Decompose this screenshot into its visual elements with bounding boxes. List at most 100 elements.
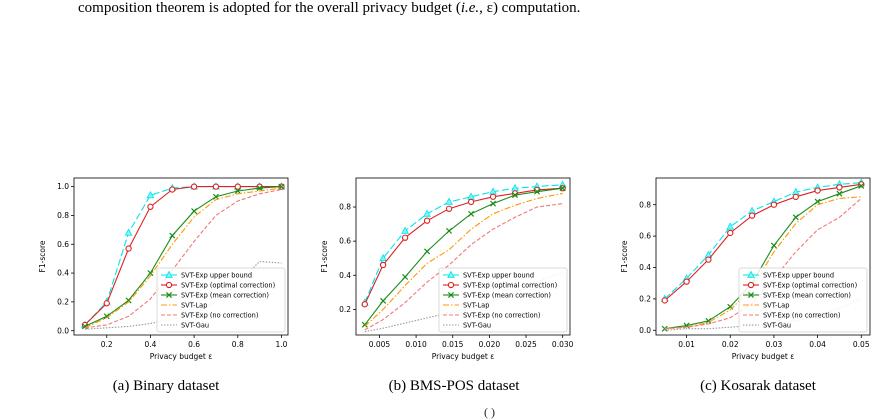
chart-kosarak: 0.01 0.02 0.03 0.04 0.05 0.0 0.2 0.4 0.6 0.8 Priva… bbox=[618, 170, 878, 365]
x-axis-label: Privacy budget ε bbox=[150, 352, 213, 361]
data-point bbox=[379, 253, 387, 262]
legend-label: SVT-Gau bbox=[463, 322, 491, 330]
data-point bbox=[559, 185, 566, 192]
series-line-1 bbox=[84, 186, 282, 326]
x-tick-label: 0.03 bbox=[766, 340, 783, 349]
series-line-1 bbox=[364, 184, 563, 303]
data-point bbox=[190, 183, 198, 190]
y-tick-label: 1.0 bbox=[57, 182, 69, 191]
data-point bbox=[858, 182, 865, 189]
x-tick-label: 0.4 bbox=[144, 340, 156, 349]
series-line-4 bbox=[364, 192, 563, 327]
y-tick-label: 0.8 bbox=[639, 200, 651, 209]
legend-label: SVT-Gau bbox=[181, 322, 209, 330]
x-axis-label: Privacy budget ε bbox=[432, 352, 495, 361]
y-tick-label: 0.2 bbox=[639, 294, 651, 303]
data-point bbox=[125, 297, 132, 304]
data-point bbox=[424, 248, 431, 255]
data-point bbox=[169, 186, 176, 193]
caption-kosarak: (c) Kosarak dataset bbox=[700, 378, 816, 394]
legend-label: SVT-Exp (no correction) bbox=[463, 312, 540, 320]
series-line-5 bbox=[84, 188, 282, 329]
y-tick-label: 0.0 bbox=[639, 326, 651, 335]
y-tick-label: 0.6 bbox=[339, 237, 351, 246]
legend-marker bbox=[165, 270, 173, 278]
chart-svg: 0.2 0.4 0.6 0.8 1.0 0.0 0.2 0.4 0.6 0.8 1.0 Privacy… bbox=[38, 177, 289, 361]
legend-label: SVT-Exp upper bound bbox=[763, 272, 834, 280]
y-tick-label: 0.4 bbox=[639, 263, 651, 272]
series-line-2 bbox=[664, 183, 862, 301]
legend-label: SVT-Exp (mean correction) bbox=[463, 292, 551, 300]
caption-binary: (a) Binary dataset bbox=[112, 378, 220, 394]
data-point bbox=[683, 278, 690, 285]
legend-label: SVT-Exp (optimal correction) bbox=[463, 282, 557, 290]
data-point bbox=[727, 229, 734, 237]
data-point bbox=[770, 242, 777, 249]
data-point bbox=[792, 214, 799, 221]
data-point bbox=[792, 193, 799, 200]
data-point bbox=[423, 217, 431, 224]
y-tick-label: 0.8 bbox=[339, 203, 351, 212]
y-axis-label: F1-score bbox=[620, 240, 629, 272]
data-point bbox=[147, 203, 154, 210]
x-tick-label: 0.2 bbox=[101, 340, 113, 349]
data-point bbox=[814, 187, 821, 194]
x-tick-label: 0.020 bbox=[479, 340, 501, 349]
data-point bbox=[705, 256, 712, 263]
legend-label: SVT-Exp (optimal correction) bbox=[763, 282, 857, 290]
paragraph-text-ie: i.e. bbox=[460, 0, 480, 16]
data-point bbox=[402, 273, 409, 281]
x-tick-label: 0.05 bbox=[853, 340, 870, 349]
data-point bbox=[490, 200, 497, 207]
data-point bbox=[146, 190, 155, 199]
series-line-4 bbox=[84, 187, 282, 329]
data-point bbox=[445, 205, 453, 212]
x-tick-label: 0.010 bbox=[405, 340, 427, 349]
data-point bbox=[125, 245, 132, 252]
paragraph-text-post: , ε) computation. bbox=[479, 0, 581, 16]
chart-bms-pos: 0.005 0.010 0.015 0.020 0.025 0.030 0.2 0.4 0.6 0… bbox=[318, 170, 578, 365]
y-tick-label: 0.2 bbox=[339, 305, 351, 314]
series-line-2 bbox=[364, 187, 563, 305]
caption-fragment: ( ) bbox=[484, 405, 495, 419]
data-point bbox=[278, 183, 285, 190]
x-tick-label: 0.01 bbox=[678, 340, 695, 349]
y-tick-label: 0.2 bbox=[57, 297, 69, 306]
legend-marker bbox=[747, 291, 755, 299]
y-tick-label: 0.0 bbox=[57, 326, 69, 335]
data-point bbox=[212, 183, 220, 190]
legend-label: SVT-Exp (no correction) bbox=[181, 312, 258, 320]
data-point bbox=[169, 232, 176, 239]
data-point bbox=[661, 297, 668, 304]
legend-box bbox=[156, 267, 286, 333]
data-point bbox=[726, 222, 735, 230]
x-tick-label: 0.015 bbox=[442, 340, 464, 349]
y-tick-label: 0.8 bbox=[57, 211, 69, 220]
x-tick-label: 1.0 bbox=[275, 340, 287, 349]
data-point bbox=[361, 301, 368, 308]
legend-label: SVT-Lap bbox=[181, 302, 207, 310]
legend-box bbox=[738, 267, 868, 333]
chart-binary: 0.2 0.4 0.6 0.8 1.0 0.0 0.2 0.4 0.6 0.8 1.0 Privacy… bbox=[36, 170, 296, 365]
legend-marker bbox=[165, 291, 173, 299]
data-point bbox=[858, 181, 865, 188]
y-tick-label: 0.6 bbox=[57, 240, 69, 249]
chart-svg: 0.005 0.010 0.015 0.020 0.025 0.030 0.2 0.4 0.6 0… bbox=[320, 177, 574, 361]
data-point bbox=[533, 188, 541, 195]
legend-marker bbox=[747, 270, 755, 278]
series-line-4 bbox=[664, 196, 862, 330]
series-line-3 bbox=[364, 187, 563, 326]
data-point bbox=[467, 198, 475, 206]
legend-marker bbox=[447, 281, 455, 289]
legend: SVT-Exp upper bound SVT-Exp (optimal corr… bbox=[156, 267, 286, 333]
legend-label: SVT-Exp (mean correction) bbox=[181, 292, 269, 300]
legend-label: SVT-Gau bbox=[763, 322, 791, 330]
legend-box bbox=[438, 267, 568, 333]
y-axis-label: F1-score bbox=[320, 240, 329, 272]
data-point bbox=[379, 261, 387, 269]
data-point bbox=[124, 228, 133, 236]
data-point bbox=[401, 234, 409, 241]
legend-label: SVT-Exp upper bound bbox=[463, 272, 534, 280]
data-point bbox=[512, 192, 519, 199]
legend-label: SVT-Exp (mean correction) bbox=[763, 292, 851, 300]
